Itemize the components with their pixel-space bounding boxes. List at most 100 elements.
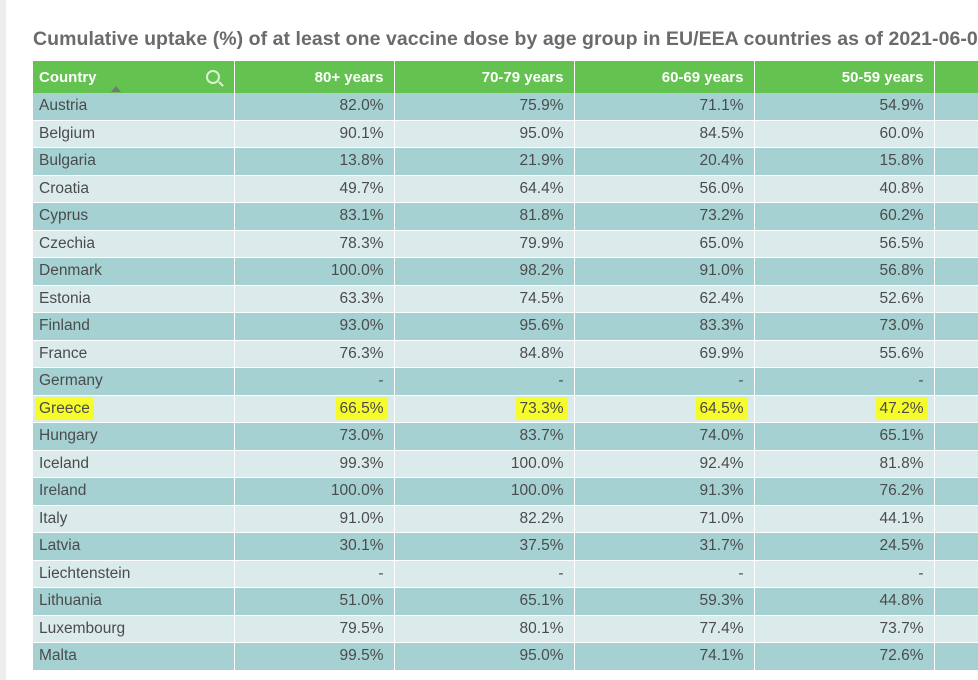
chart-panel: Cumulative uptake (%) of at least one va… [6, 0, 978, 680]
value-label: 95.6% [519, 317, 564, 335]
header-row: Country 80+ years 70-79 years 60-69 year… [33, 61, 978, 93]
overflow-cell [934, 312, 978, 341]
table-row: Czechia 78.3% 79.9% 65.0% 56.5% [33, 230, 978, 258]
value-cell: 91.3% [574, 477, 755, 506]
value-label: 71.1% [699, 97, 744, 115]
table-row: Luxembourg 79.5% 80.1% 77.4% 73.7% [33, 615, 978, 643]
value-label: 44.1% [879, 509, 924, 527]
value-cell: 99.5% [234, 642, 395, 671]
country-cell: Liechtenstein [33, 560, 235, 588]
table-row: Latvia 30.1% 37.5% 31.7% 24.5% [33, 532, 978, 561]
value-cell: 15.8% [754, 147, 935, 176]
column-header-label: 50-59 years [841, 68, 924, 86]
value-cell: - [754, 367, 935, 396]
value-cell: 90.1% [234, 120, 395, 148]
value-cell: 69.9% [574, 340, 755, 368]
country-cell: Bulgaria [33, 147, 235, 176]
table-row: France 76.3% 84.8% 69.9% 55.6% [33, 340, 978, 368]
value-label: 80.1% [519, 619, 564, 637]
value-label: 79.9% [519, 234, 564, 252]
country-cell: Malta [33, 642, 235, 671]
value-cell: 84.5% [574, 120, 755, 148]
value-label: 99.3% [339, 454, 384, 472]
overflow-cell [934, 615, 978, 643]
overflow-cell [934, 395, 978, 423]
column-header-label: 80+ years [314, 68, 384, 86]
column-header-label: 60-69 years [661, 68, 744, 86]
country-name: Iceland [39, 454, 89, 472]
country-cell: Latvia [33, 532, 235, 561]
table-row: Malta 99.5% 95.0% 74.1% 72.6% [33, 642, 978, 671]
value-cell: 60.2% [754, 202, 935, 231]
value-cell: 13.8% [234, 147, 395, 176]
value-cell: 30.1% [234, 532, 395, 561]
column-header-country[interactable]: Country [33, 61, 235, 93]
value-label: 44.8% [879, 592, 924, 610]
value-cell: 92.4% [574, 450, 755, 478]
value-label: 55.6% [879, 344, 924, 362]
value-label: 90.1% [339, 124, 384, 142]
country-name: Hungary [39, 427, 98, 445]
value-cell: 51.0% [234, 587, 395, 616]
value-cell: 49.7% [234, 175, 395, 203]
value-cell: 95.0% [394, 120, 575, 148]
value-label: 72.6% [879, 647, 924, 665]
table-row: Finland 93.0% 95.6% 83.3% 73.0% [33, 312, 978, 341]
country-cell: Germany [33, 367, 235, 396]
value-cell: 77.4% [574, 615, 755, 643]
value-cell: 59.3% [574, 587, 755, 616]
country-name: Bulgaria [39, 152, 96, 170]
value-label: 73.3% [515, 396, 568, 420]
value-label: 83.1% [339, 207, 384, 225]
value-cell: 64.5% [574, 395, 755, 423]
value-cell: 98.2% [394, 257, 575, 286]
value-cell: 95.6% [394, 312, 575, 341]
value-label: - [918, 372, 924, 390]
column-header-60-69[interactable]: 60-69 years [574, 61, 755, 93]
value-cell: 24.5% [754, 532, 935, 561]
value-label: 73.0% [879, 317, 924, 335]
country-name: Luxembourg [39, 619, 126, 637]
value-cell: 65.1% [754, 422, 935, 451]
country-cell: Ireland [33, 477, 235, 506]
value-cell: 73.2% [574, 202, 755, 231]
value-label: 30.1% [339, 537, 384, 555]
overflow-cell [934, 175, 978, 203]
column-header-50-59[interactable]: 50-59 years [754, 61, 935, 93]
value-label: 69.9% [699, 344, 744, 362]
value-label: 100.0% [510, 454, 564, 472]
value-cell: 71.0% [574, 505, 755, 533]
table-row: Iceland 99.3% 100.0% 92.4% 81.8% [33, 450, 978, 478]
column-header-80-plus[interactable]: 80+ years [234, 61, 395, 93]
value-label: 78.3% [339, 234, 384, 252]
value-cell: 78.3% [234, 230, 395, 258]
search-icon[interactable] [205, 70, 220, 84]
value-label: 47.2% [875, 396, 928, 420]
value-label: 13.8% [339, 152, 384, 170]
value-cell: 44.8% [754, 587, 935, 616]
value-cell: 40.8% [754, 175, 935, 203]
value-label: 21.9% [519, 152, 564, 170]
country-name: Denmark [39, 262, 102, 280]
table-row: Denmark 100.0% 98.2% 91.0% 56.8% [33, 257, 978, 286]
value-label: 24.5% [879, 537, 924, 555]
country-name: France [39, 344, 88, 362]
value-label: 56.8% [879, 262, 924, 280]
value-cell: - [394, 367, 575, 396]
table-row: Liechtenstein - - - - [33, 560, 978, 588]
value-cell: 83.7% [394, 422, 575, 451]
value-cell: 52.6% [754, 285, 935, 313]
country-cell: France [33, 340, 235, 368]
value-label: 77.4% [699, 619, 744, 637]
value-cell: 56.5% [754, 230, 935, 258]
table-row: Greece 66.5% 73.3% 64.5% 47.2% [33, 395, 978, 423]
overflow-cell [934, 505, 978, 533]
column-header-70-79[interactable]: 70-79 years [394, 61, 575, 93]
value-cell: - [234, 367, 395, 396]
value-label: 64.4% [519, 179, 564, 197]
overflow-cell [934, 450, 978, 478]
value-label: 51.0% [339, 592, 384, 610]
value-label: 93.0% [339, 317, 384, 335]
value-label: 40.8% [879, 179, 924, 197]
overflow-cell [934, 560, 978, 588]
